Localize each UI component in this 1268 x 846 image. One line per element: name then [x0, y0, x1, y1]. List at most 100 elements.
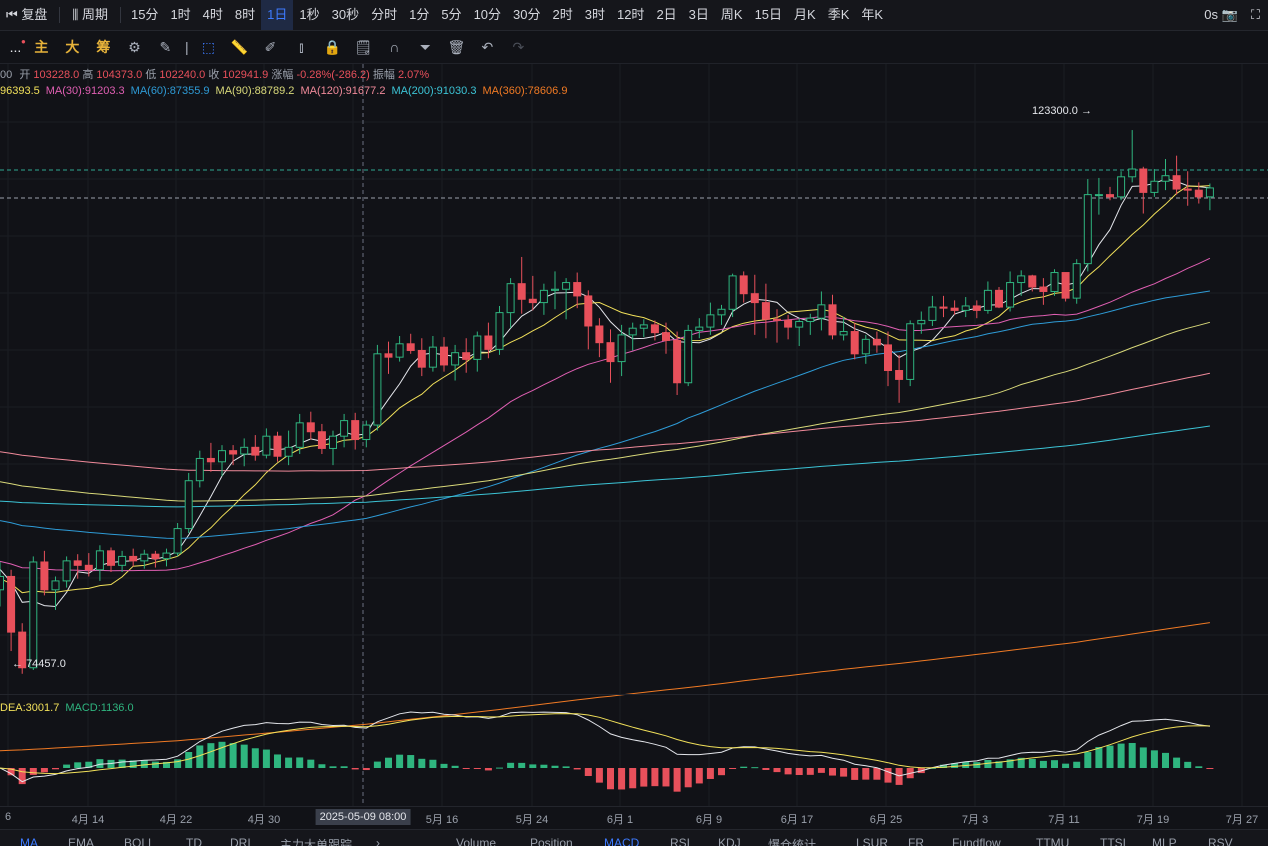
filter-icon[interactable]: ⏷: [419, 38, 431, 55]
ohlc-info: 00 开 103228.0 高 104373.0 低 102240.0 收 10…: [0, 69, 430, 81]
ma-line: [0, 290, 1210, 540]
candle-body: [384, 353, 393, 358]
indicator-tab[interactable]: 主力大单跟踪: [280, 838, 353, 846]
indicator-tab[interactable]: TTMU: [1036, 836, 1070, 846]
indicator-tab[interactable]: Position: [530, 836, 573, 846]
candle-body: [983, 289, 992, 311]
indicator-tab[interactable]: FR: [908, 836, 924, 846]
macd-histogram-bar: [18, 768, 26, 785]
interval-tab[interactable]: 4时: [202, 7, 223, 22]
crosshair-date-label: 2025-05-09 08:00: [315, 809, 411, 825]
indicator-tab[interactable]: RSI: [670, 836, 691, 846]
note-icon[interactable]: 🗒: [354, 38, 373, 55]
interval-tab[interactable]: 1秒: [299, 7, 320, 22]
indicator-tab[interactable]: LSUR: [856, 836, 889, 846]
trash-icon[interactable]: 🗑: [447, 38, 466, 55]
interval-tab[interactable]: 周K: [720, 7, 743, 22]
interval-tab[interactable]: 10分: [473, 7, 502, 22]
indicator-tab[interactable]: EMA: [68, 836, 95, 846]
macd-histogram-bar: [74, 762, 82, 768]
macd-histogram-bar: [140, 760, 148, 768]
interval-tab[interactable]: 2时: [552, 7, 573, 22]
magnet-icon[interactable]: ∩: [389, 39, 400, 55]
tools-icon[interactable]: ✎: [159, 38, 172, 55]
interval-tab[interactable]: 8时: [234, 7, 256, 22]
interval-tab[interactable]: 年K: [861, 7, 884, 22]
x-tick-label: 5月 16: [425, 814, 459, 826]
interval-tab[interactable]: 15分: [130, 7, 159, 22]
macd-histogram-bar: [52, 768, 59, 770]
candle-body: [1017, 275, 1026, 284]
interval-tab[interactable]: 5分: [441, 7, 462, 22]
macd-histogram-bar: [651, 768, 659, 787]
fullscreen-icon[interactable]: ⛶: [1250, 7, 1260, 22]
macd-histogram-bar: [762, 768, 770, 770]
candle-body: [162, 552, 171, 560]
candle-body: [306, 422, 315, 433]
x-tick-label: 6月 25: [869, 814, 903, 826]
interval-tab[interactable]: 15日: [754, 7, 783, 22]
candle-body: [18, 631, 27, 669]
indicator-tab[interactable]: Volume: [456, 836, 497, 846]
interval-tab[interactable]: 1时: [170, 7, 191, 22]
indicator-tab[interactable]: TD: [186, 836, 202, 846]
main-indicator-button[interactable]: 主: [34, 39, 49, 55]
undo-icon[interactable]: ↶: [481, 38, 494, 55]
period-dropdown[interactable]: ⫼ 周期: [72, 7, 108, 22]
pen-icon[interactable]: ✐: [264, 38, 277, 55]
candle-body: [1039, 286, 1048, 292]
replay-button[interactable]: ⏮ 复盘: [6, 7, 48, 22]
candle-body: [739, 275, 748, 295]
macd-histogram-bar: [784, 768, 792, 775]
candle-body: [1183, 188, 1192, 191]
indicator-tab[interactable]: TTSI: [1100, 836, 1126, 846]
big-order-button[interactable]: 大: [65, 39, 80, 55]
interval-tab[interactable]: 30秒: [331, 7, 360, 22]
macd-histogram-bar: [573, 768, 581, 770]
interval-tab[interactable]: 月K: [794, 7, 816, 22]
cursor-select-icon[interactable]: ⬚: [201, 38, 215, 55]
interval-tab[interactable]: 分时: [371, 7, 398, 22]
latency-label: 0s: [1204, 7, 1218, 22]
more-icon[interactable]: ...: [9, 39, 22, 55]
indicator-tab[interactable]: KDJ: [718, 836, 741, 846]
x-tick-label: 7月 3: [961, 814, 989, 826]
indicator-tab[interactable]: Fundflow: [952, 836, 1001, 846]
indicator-tab[interactable]: DRI: [230, 836, 251, 846]
redo-icon[interactable]: ↷: [512, 38, 525, 55]
candle-pattern-icon[interactable]: ⫾: [299, 38, 304, 55]
indicator-tab[interactable]: RSV: [1208, 836, 1233, 846]
indicator-tab[interactable]: MACD: [604, 836, 640, 846]
macd-histogram-bar: [729, 768, 737, 769]
chip-distribution-button[interactable]: 筹: [96, 39, 111, 55]
macd-histogram-bar: [851, 768, 859, 780]
interval-tab[interactable]: 3日: [688, 7, 709, 22]
interval-tab[interactable]: 季K: [827, 7, 850, 22]
interval-tab[interactable]: 1日: [261, 0, 294, 30]
ruler-icon[interactable]: 📏: [230, 38, 249, 55]
macd-histogram-bar: [1195, 766, 1203, 768]
macd-histogram-bar: [218, 741, 226, 768]
x-tick-label: 7月 19: [1136, 814, 1170, 826]
indicator-settings-icon[interactable]: ⚙: [128, 38, 141, 55]
macd-histogram-bar: [385, 757, 392, 768]
interval-tab[interactable]: 30分: [513, 7, 541, 22]
interval-tab[interactable]: 2日: [656, 7, 677, 22]
candle-body: [639, 324, 648, 329]
candle-body: [7, 575, 16, 633]
interval-tab[interactable]: 1分: [409, 7, 430, 22]
lock-icon[interactable]: 🔒: [323, 38, 342, 55]
interval-tab[interactable]: 12时: [616, 7, 645, 22]
indicator-tab[interactable]: ›: [376, 836, 380, 846]
candle-body: [62, 560, 71, 582]
indicator-tab[interactable]: 爆仓统计: [768, 838, 817, 846]
indicator-tab[interactable]: BOLL: [124, 836, 155, 846]
candle-body: [662, 332, 670, 341]
indicator-tab[interactable]: MLP: [1152, 836, 1177, 846]
candle-body: [706, 314, 715, 328]
indicator-tab[interactable]: MA: [20, 836, 38, 846]
camera-icon[interactable]: 📷: [1221, 7, 1238, 22]
macd-histogram-bar: [296, 757, 304, 768]
interval-tab[interactable]: 3时: [584, 7, 605, 22]
